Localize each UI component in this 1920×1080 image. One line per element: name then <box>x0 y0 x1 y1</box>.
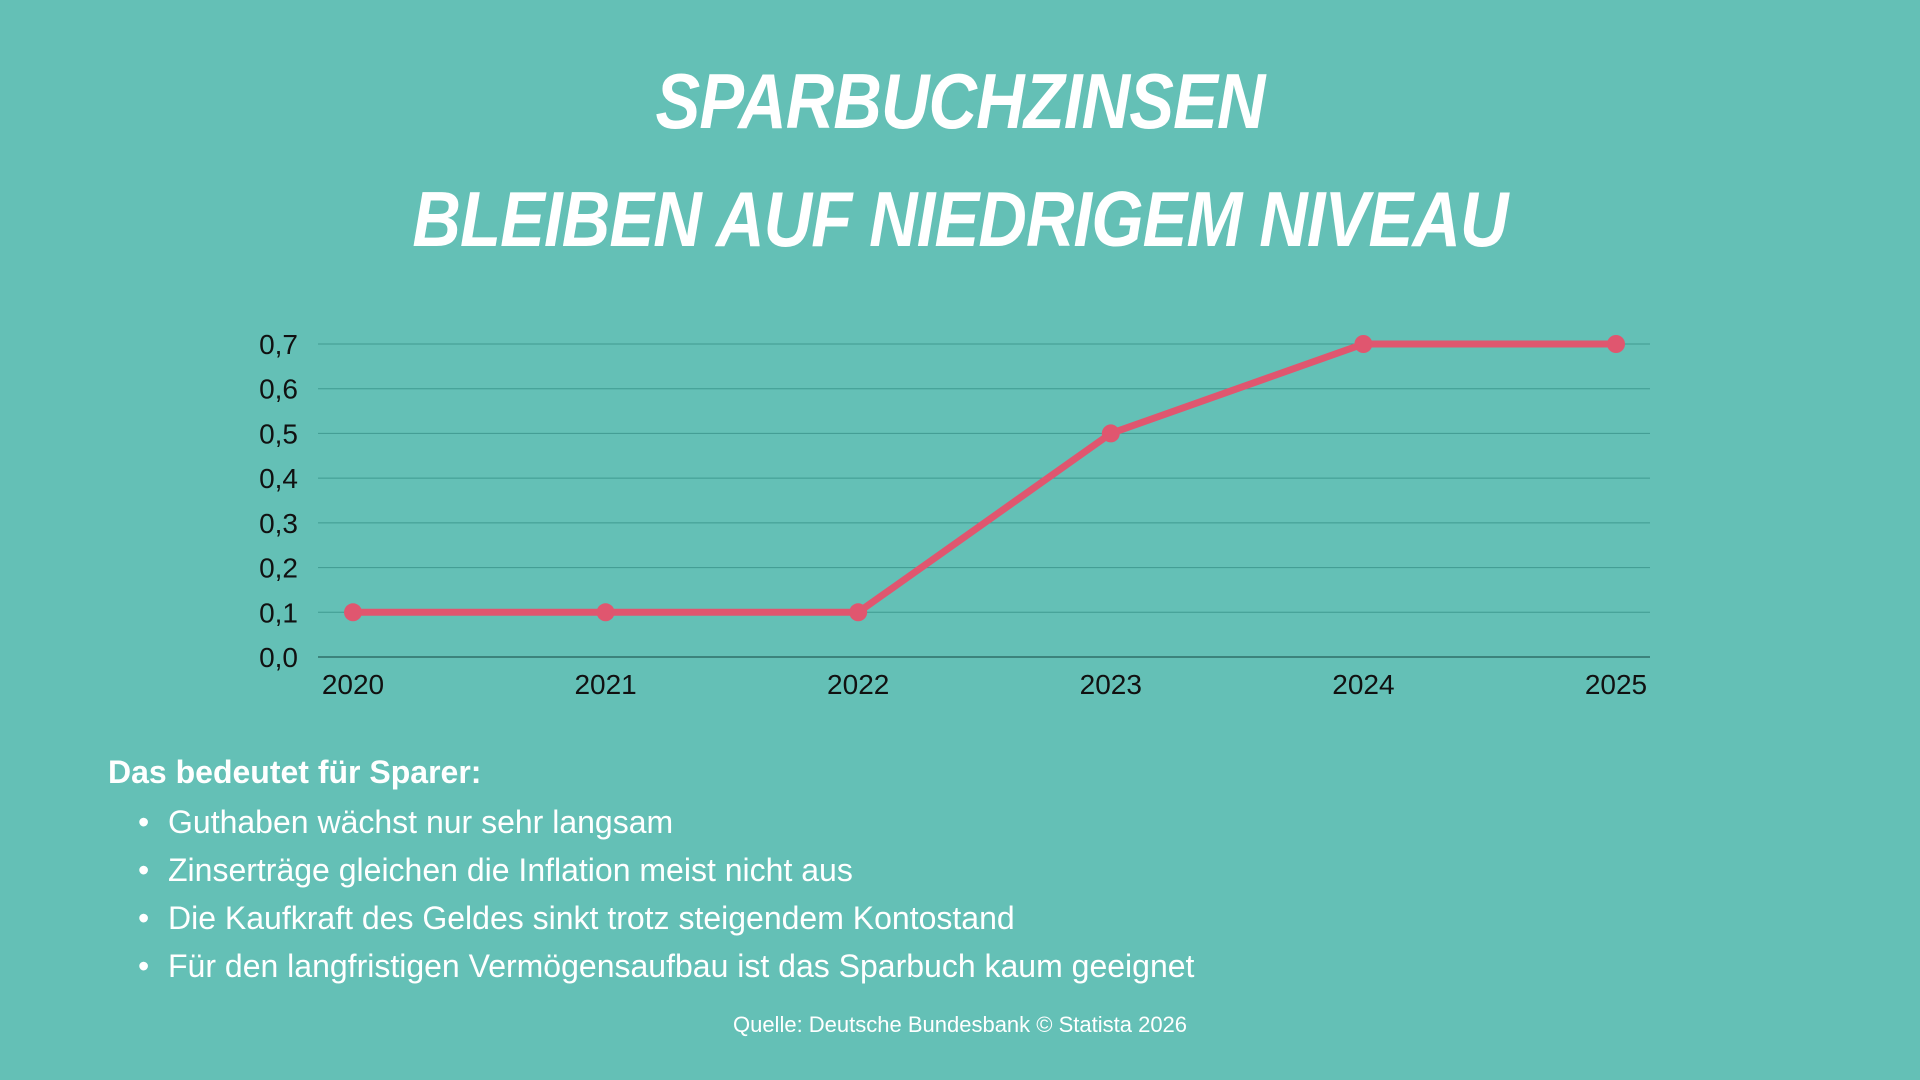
x-tick-label: 2021 <box>574 669 636 700</box>
series-line <box>349 340 1620 616</box>
y-tick-label: 0,5 <box>259 418 298 449</box>
notes-heading: Das bedeutet für Sparer: <box>108 754 482 790</box>
bullet-icon: • <box>138 900 150 936</box>
notes-item-text: Die Kaufkraft des Geldes sinkt trotz ste… <box>168 900 1015 936</box>
data-point <box>1101 424 1120 443</box>
data-point <box>1354 335 1373 353</box>
bullet-icon: • <box>138 852 150 888</box>
y-tick-label: 0,2 <box>259 553 298 584</box>
notes-item-text: Für den langfristigen Vermögensaufbau is… <box>168 948 1195 984</box>
y-tick-label: 0,0 <box>259 642 298 673</box>
bullet-icon: • <box>138 804 150 840</box>
data-point <box>344 603 362 622</box>
x-tick-label: 2020 <box>322 669 384 700</box>
notes-section: Das bedeutet für Sparer: • Guthaben wächs… <box>108 750 1194 990</box>
notes-item: • Für den langfristigen Vermögensaufbau i… <box>108 942 1194 990</box>
data-point <box>1607 335 1625 353</box>
data-point <box>849 603 868 622</box>
x-tick-label: 2025 <box>1585 669 1647 700</box>
notes-item-text: Zinserträge gleichen die Inflation meist… <box>168 852 853 888</box>
y-tick-label: 0,7 <box>259 329 298 360</box>
notes-item: • Guthaben wächst nur sehr langsam <box>108 798 1194 846</box>
notes-list: • Guthaben wächst nur sehr langsam • Zinse… <box>108 798 1194 990</box>
y-tick-label: 0,3 <box>259 508 298 539</box>
source-note: Quelle: Deutsche Bundesbank © Statista 2… <box>732 1012 1188 1037</box>
y-tick-label: 0,6 <box>259 374 298 405</box>
title-line-2: BLEIBEN AUF NIEDRIGEM NIVEAU <box>412 175 1508 263</box>
y-tick-label: 0,4 <box>259 463 298 494</box>
bullet-icon: • <box>138 948 150 984</box>
title-line-1: SPARBUCHZINSEN <box>655 57 1265 145</box>
x-tick-label: 2024 <box>1332 669 1394 700</box>
notes-item-text: Guthaben wächst nur sehr langsam <box>168 804 674 840</box>
data-point <box>596 603 615 622</box>
line-chart: 0,0 0,1 0,2 0,3 0,4 0,5 0,6 0,7 2020 2021 2022 2023… <box>259 329 1650 700</box>
x-tick-label: 2022 <box>827 669 889 700</box>
y-tick-label: 0,1 <box>259 597 298 628</box>
notes-item: • Zinserträge gleichen die Inflation meis… <box>108 846 1194 894</box>
notes-item: • Die Kaufkraft des Geldes sinkt trotz st… <box>108 894 1194 942</box>
x-tick-label: 2023 <box>1080 669 1142 700</box>
